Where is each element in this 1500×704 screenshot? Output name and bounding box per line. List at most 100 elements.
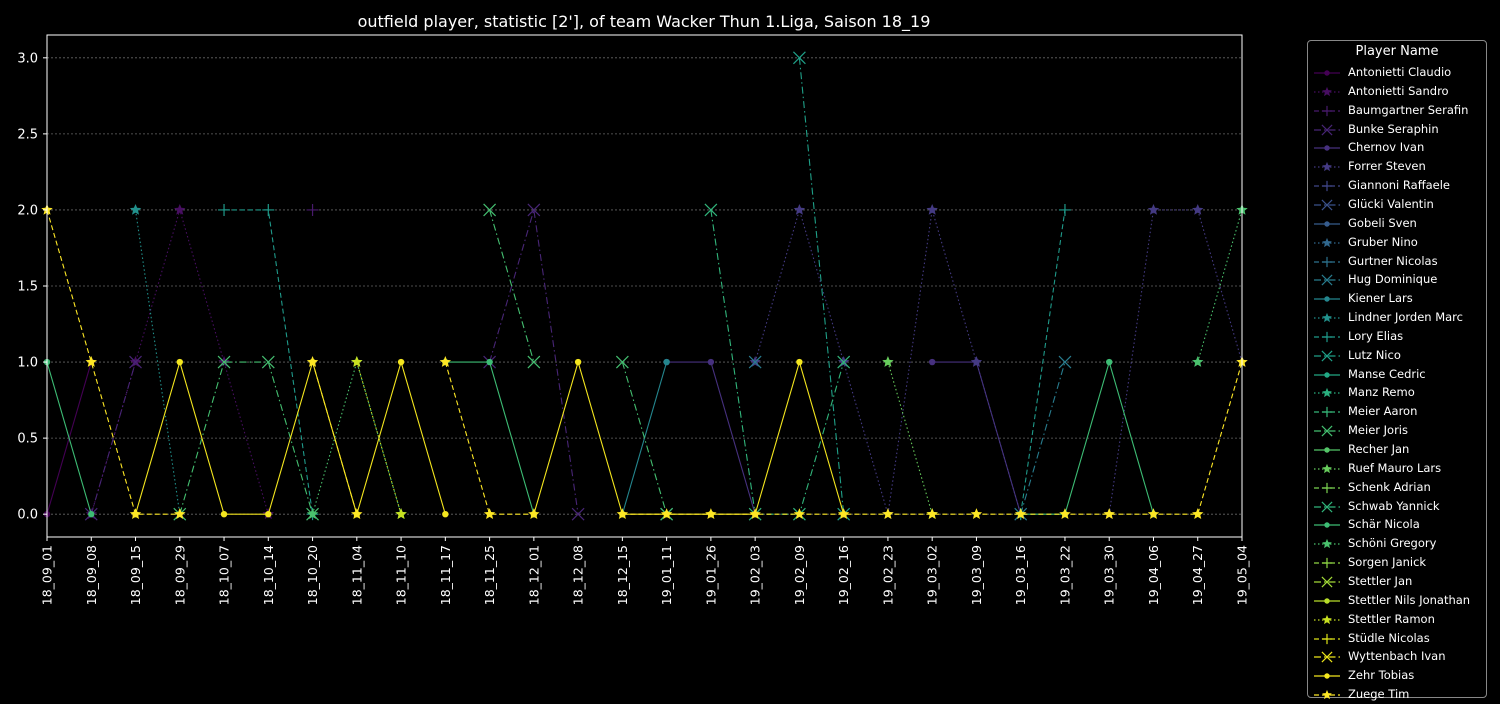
series-15 <box>792 51 851 521</box>
legend: Player Name Antonietti Claudio Antonietti… <box>1307 40 1487 701</box>
legend-swatch <box>1314 598 1340 604</box>
legend-item: Lindner Jorden Marc <box>1312 309 1486 327</box>
x-tick-label: 18_11_04 <box>349 545 364 605</box>
legend-label: Gurtner Nicolas <box>1348 253 1438 268</box>
x-tick-label: 19_01_26 <box>703 545 718 605</box>
legend-marker <box>1324 70 1330 76</box>
legend-label: Schwab Yannick <box>1348 498 1440 513</box>
legend-label: Meier Joris <box>1348 423 1408 438</box>
series-line <box>90 361 137 515</box>
data-point <box>705 508 717 520</box>
data-point <box>220 510 228 518</box>
legend-label: Manse Cedric <box>1348 366 1426 381</box>
legend-swatch <box>1314 274 1340 286</box>
data-point <box>1058 355 1072 369</box>
legend-swatch <box>1314 501 1340 513</box>
legend-swatch <box>1314 651 1340 663</box>
legend-label: Stettler Jan <box>1348 573 1413 588</box>
x-tick-label: 19_04_27 <box>1190 545 1205 605</box>
x-tick-label: 19_01_11 <box>659 545 674 605</box>
data-point <box>574 358 582 366</box>
legend-marker <box>1324 447 1330 453</box>
legend-swatch <box>1314 124 1340 136</box>
legend-label: Zehr Tobias <box>1348 668 1415 683</box>
x-tick-label: 18_12_01 <box>526 545 541 605</box>
x-tick-label: 19_03_22 <box>1057 545 1072 605</box>
data-point <box>926 203 938 215</box>
series-line <box>887 361 933 515</box>
x-tick-label: 18_10_20 <box>305 545 320 605</box>
legend-marker <box>1321 105 1333 116</box>
legend-swatch <box>1314 447 1340 453</box>
data-point <box>486 358 493 366</box>
legend-item: Antonietti Claudio <box>1312 64 1486 82</box>
legend-title: Player Name <box>1355 44 1439 59</box>
legend-marker <box>1321 274 1333 286</box>
legend-label: Bunke Seraphin <box>1348 121 1439 136</box>
data-point <box>1147 203 1160 215</box>
y-axis: 0.0 0.5 1.0 1.5 2.0 2.5 3.0 <box>17 51 47 523</box>
data-point <box>527 355 541 369</box>
legend-swatch <box>1314 482 1340 493</box>
legend-item: Schenk Adrian <box>1312 479 1486 497</box>
y-tick-label: 2.5 <box>17 127 38 142</box>
legend-swatch <box>1314 557 1340 569</box>
legend-item: Wyttenbach Ivan <box>1312 648 1486 666</box>
y-tick-label: 1.5 <box>17 280 38 295</box>
x-tick-label: 18_09_15 <box>128 545 143 605</box>
data-point <box>129 203 142 215</box>
x-tick-label: 19_02_03 <box>748 545 763 605</box>
data-point <box>837 508 850 520</box>
legend-item: Stettler Nils Jonathan <box>1312 592 1486 610</box>
legend-item: Recher Jan <box>1312 441 1486 459</box>
x-tick-label: 18_09_01 <box>40 545 55 605</box>
data-point <box>707 358 715 366</box>
series-line <box>46 361 92 515</box>
legend-marker <box>1321 557 1333 569</box>
legend-item: Glücki Valentin <box>1312 196 1486 214</box>
x-axis: 18_09_01 18_09_08 18_09_15 18_09_29 18_10_07… <box>40 537 1250 605</box>
x-tick-label: 18_11_25 <box>482 545 497 605</box>
legend-label: Forrer Steven <box>1348 159 1426 174</box>
legend-item: Zuege Tim <box>1312 686 1486 704</box>
data-point <box>218 203 231 216</box>
legend-item: Meier Joris <box>1312 422 1486 440</box>
legend-item: Forrer Steven <box>1312 158 1486 176</box>
data-point <box>1106 358 1113 366</box>
legend-label: Schär Nicola <box>1348 517 1420 532</box>
legend-swatch <box>1314 331 1340 342</box>
data-point <box>1147 508 1160 520</box>
x-tick-label: 19_03_30 <box>1102 545 1117 605</box>
data-point <box>926 508 938 520</box>
data-point <box>793 508 806 520</box>
data-point <box>882 356 894 367</box>
legend-swatch <box>1314 539 1340 549</box>
series-line <box>798 57 845 515</box>
data-point <box>663 358 670 366</box>
legend-marker <box>1324 145 1330 152</box>
legend-swatch <box>1314 221 1340 227</box>
legend-label: Hug Dominique <box>1348 272 1438 287</box>
legend-swatch <box>1314 689 1340 700</box>
legend-marker <box>1321 350 1333 362</box>
legend-swatch <box>1314 180 1340 192</box>
legend-label: Ruef Mauro Lars <box>1348 460 1442 475</box>
legend-swatch <box>1314 633 1340 644</box>
data-point <box>439 356 452 367</box>
legend-label: Lindner Jorden Marc <box>1348 310 1463 325</box>
legend-label: Wyttenbach Ivan <box>1348 649 1446 664</box>
data-point <box>129 508 142 520</box>
data-point <box>261 355 275 369</box>
series-line <box>312 360 402 515</box>
series-5 <box>749 203 1248 520</box>
legend-marker <box>1324 371 1330 378</box>
legend-label: Gobeli Sven <box>1348 215 1417 230</box>
data-point <box>748 355 762 369</box>
data-point <box>1058 203 1071 216</box>
data-point <box>351 356 363 367</box>
x-tick-label: 19_05_04 <box>1235 545 1250 605</box>
legend-item: Stettler Jan <box>1312 573 1486 591</box>
data-point <box>704 203 718 217</box>
legend-label: Stettler Ramon <box>1348 611 1435 626</box>
